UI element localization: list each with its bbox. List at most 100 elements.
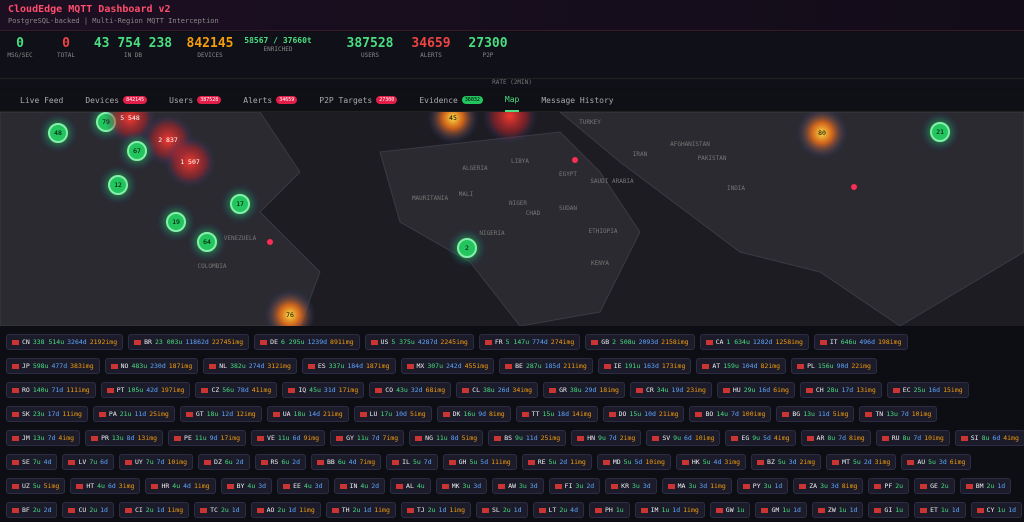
country-chip[interactable]: FI 3u 2d: [548, 478, 601, 494]
country-chip[interactable]: PL 156u 90d 22img: [791, 358, 877, 374]
country-chip[interactable]: ZA 3u 3d 8img: [793, 478, 864, 494]
tab[interactable]: Alerts 34659: [243, 89, 298, 112]
country-chip[interactable]: BE 287u 185d 211img: [499, 358, 593, 374]
country-chip[interactable]: EE 4u 3d: [277, 478, 329, 494]
country-chip[interactable]: GR 38u 29d 18img: [543, 382, 625, 398]
country-chip[interactable]: ET 1u 1d: [914, 502, 966, 518]
country-chip[interactable]: US 5 375u 4287d 2245img: [364, 334, 474, 350]
country-chip[interactable]: BR 23 003u 11862d 22745img: [128, 334, 250, 350]
country-chip[interactable]: UA 18u 14d 21img: [266, 406, 349, 422]
cluster[interactable]: [197, 232, 217, 252]
country-chip[interactable]: PR 13u 8d 13img: [85, 430, 164, 446]
country-chip[interactable]: PA 21u 11d 25img: [92, 406, 175, 422]
country-chip[interactable]: SK 23u 17d 11img: [6, 406, 88, 422]
country-chip[interactable]: CL 38u 26d 34img: [456, 382, 539, 398]
country-chip[interactable]: SE 7u 4d: [6, 454, 58, 470]
country-chip[interactable]: PF 2u: [868, 478, 910, 494]
country-chip[interactable]: CZ 56u 78d 41img: [195, 382, 278, 398]
country-chip[interactable]: RU 8u 7d 10img: [875, 430, 950, 446]
country-chip[interactable]: DO 15u 10d 21img: [602, 406, 685, 422]
country-chip[interactable]: PT 105u 42d 197img: [100, 382, 191, 398]
country-chip[interactable]: KR 3u 3d: [605, 478, 657, 494]
country-chip[interactable]: BO 14u 7d 100img: [689, 406, 772, 422]
country-chip[interactable]: HU 29u 16d 6img: [716, 382, 795, 398]
country-chip[interactable]: GM 1u 1d: [755, 502, 807, 518]
country-chip[interactable]: HN 9u 7d 2img: [571, 430, 642, 446]
country-chip[interactable]: MK 3u 3d: [435, 478, 488, 494]
tab[interactable]: Devices 842145: [85, 89, 148, 112]
country-chip[interactable]: CR 34u 19d 23img: [629, 382, 712, 398]
country-chip[interactable]: CY 1u 1d: [970, 502, 1023, 518]
country-chip[interactable]: LV 7u 6d: [62, 454, 114, 470]
country-chip[interactable]: RE 5u 2d 1img: [521, 454, 592, 470]
country-chip[interactable]: CI 2u 1d 1img: [118, 502, 190, 518]
country-chip[interactable]: UY 7u 7d 10img: [118, 454, 194, 470]
country-chip[interactable]: RS 6u 2d: [254, 454, 306, 470]
country-chip[interactable]: LT 2u 4d: [532, 502, 584, 518]
country-chip[interactable]: IM 1u 1d 1img: [634, 502, 705, 518]
country-chip[interactable]: HK 5u 4d 3img: [675, 454, 747, 470]
country-chip[interactable]: TN 13u 7d 10img: [859, 406, 938, 422]
country-chip[interactable]: TH 2u 1d 1img: [325, 502, 396, 518]
country-chip[interactable]: LU 17u 10d 5img: [353, 406, 432, 422]
cluster[interactable]: [457, 238, 477, 258]
country-chip[interactable]: GY 11u 7d 7img: [330, 430, 405, 446]
country-chip[interactable]: UZ 5u 5img: [6, 478, 66, 494]
country-chip[interactable]: GT 18u 12d 12img: [179, 406, 262, 422]
country-chip[interactable]: PE 11u 9d 17img: [168, 430, 247, 446]
country-chip[interactable]: SI 8u 6d 4img: [954, 430, 1024, 446]
country-chip[interactable]: RO 140u 71d 111img: [6, 382, 96, 398]
country-chip[interactable]: JM 13u 7d 4img: [6, 430, 81, 446]
country-chip[interactable]: DK 16u 9d 8img: [436, 406, 511, 422]
country-chip[interactable]: FR 5 147u 774d 274img: [478, 334, 581, 350]
tab[interactable]: Users 387528: [169, 89, 222, 112]
country-chip[interactable]: TJ 2u 1d 1img: [400, 502, 472, 518]
country-chip[interactable]: HR 4u 4d 1img: [145, 478, 216, 494]
cluster[interactable]: [166, 212, 186, 232]
country-chip[interactable]: IL 5u 7d: [386, 454, 438, 470]
country-chip[interactable]: AT 159u 104d 82img: [696, 358, 787, 374]
country-chip[interactable]: SV 9u 6d 10img: [646, 430, 721, 446]
country-chip[interactable]: BZ 5u 3d 2img: [751, 454, 822, 470]
country-chip[interactable]: MX 307u 242d 455img: [400, 358, 495, 374]
country-chip[interactable]: AL 4u: [390, 478, 431, 494]
country-chip[interactable]: BB 6u 4d 7img: [311, 454, 382, 470]
country-chip[interactable]: AW 3u 3d: [492, 478, 544, 494]
country-chip[interactable]: ES 337u 184d 187img: [301, 358, 396, 374]
country-chip[interactable]: DE 6 295u 1239d 891img: [254, 334, 360, 350]
country-chip[interactable]: EC 25u 16d 15img: [886, 382, 969, 398]
country-chip[interactable]: BS 9u 11d 25img: [488, 430, 567, 446]
country-chip[interactable]: NL 382u 274d 312img: [203, 358, 297, 374]
country-chip[interactable]: IE 191u 163d 173img: [597, 358, 692, 374]
country-chip[interactable]: MA 3u 3d 1img: [661, 478, 732, 494]
country-chip[interactable]: GE 2u: [914, 478, 955, 494]
country-chip[interactable]: BG 13u 11d 5img: [776, 406, 855, 422]
country-chip[interactable]: GI 1u: [868, 502, 910, 518]
country-chip[interactable]: CA 1 634u 1282d 1258img: [699, 334, 809, 350]
cluster[interactable]: [108, 175, 128, 195]
country-chip[interactable]: MT 5u 2d 3img: [826, 454, 897, 470]
country-chip[interactable]: CN 338 514u 3264d 2192img: [6, 334, 124, 350]
country-chip[interactable]: GH 5u 5d 11img: [442, 454, 517, 470]
country-chip[interactable]: PY 3u 1d: [736, 478, 789, 494]
country-chip[interactable]: NG 11u 8d 5img: [409, 430, 484, 446]
country-chip[interactable]: BM 2u 1d: [959, 478, 1012, 494]
country-chip[interactable]: VE 11u 6d 9img: [251, 430, 326, 446]
country-chip[interactable]: DZ 6u 2d: [198, 454, 250, 470]
cluster[interactable]: [930, 122, 950, 142]
country-chip[interactable]: EG 9u 5d 4img: [725, 430, 796, 446]
country-chip[interactable]: CU 2u 1d: [62, 502, 114, 518]
country-chip[interactable]: MD 5u 5d 10img: [596, 454, 671, 470]
tab[interactable]: Live Feed: [20, 89, 63, 112]
country-chip[interactable]: SL 2u 1d: [476, 502, 528, 518]
country-chip[interactable]: TT 15u 18d 14img: [515, 406, 598, 422]
tab[interactable]: Message History: [541, 89, 613, 112]
cluster[interactable]: [230, 194, 250, 214]
country-chip[interactable]: CH 28u 17d 13img: [799, 382, 882, 398]
country-chip[interactable]: JP 598u 477d 383img: [6, 358, 100, 374]
country-chip[interactable]: BF 2u 2d: [6, 502, 58, 518]
country-chip[interactable]: ZW 1u 1d: [811, 502, 864, 518]
country-chip[interactable]: IN 4u 2d: [333, 478, 386, 494]
country-chip[interactable]: PH 1u: [588, 502, 630, 518]
country-chip[interactable]: AU 5u 3d 6img: [901, 454, 972, 470]
